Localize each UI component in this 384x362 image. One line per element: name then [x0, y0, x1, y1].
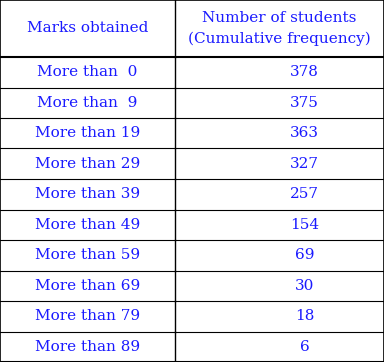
- Text: 6: 6: [300, 340, 310, 354]
- Text: 257: 257: [290, 187, 319, 201]
- Text: More than 49: More than 49: [35, 218, 140, 232]
- Text: More than 69: More than 69: [35, 279, 140, 293]
- Text: More than 39: More than 39: [35, 187, 140, 201]
- Text: Marks obtained: Marks obtained: [26, 21, 148, 35]
- Text: Number of students
(Cumulative frequency): Number of students (Cumulative frequency…: [188, 12, 371, 46]
- Text: 154: 154: [290, 218, 319, 232]
- Text: More than 59: More than 59: [35, 248, 140, 262]
- Text: 30: 30: [295, 279, 314, 293]
- Text: 18: 18: [295, 309, 314, 323]
- Text: 69: 69: [295, 248, 314, 262]
- Text: More than 79: More than 79: [35, 309, 140, 323]
- Text: 375: 375: [290, 96, 319, 110]
- Text: More than 29: More than 29: [35, 157, 140, 171]
- Text: 378: 378: [290, 65, 319, 79]
- Text: More than  0: More than 0: [37, 65, 137, 79]
- Text: More than  9: More than 9: [37, 96, 137, 110]
- Text: 363: 363: [290, 126, 319, 140]
- Text: More than 89: More than 89: [35, 340, 140, 354]
- Text: 327: 327: [290, 157, 319, 171]
- Text: More than 19: More than 19: [35, 126, 140, 140]
